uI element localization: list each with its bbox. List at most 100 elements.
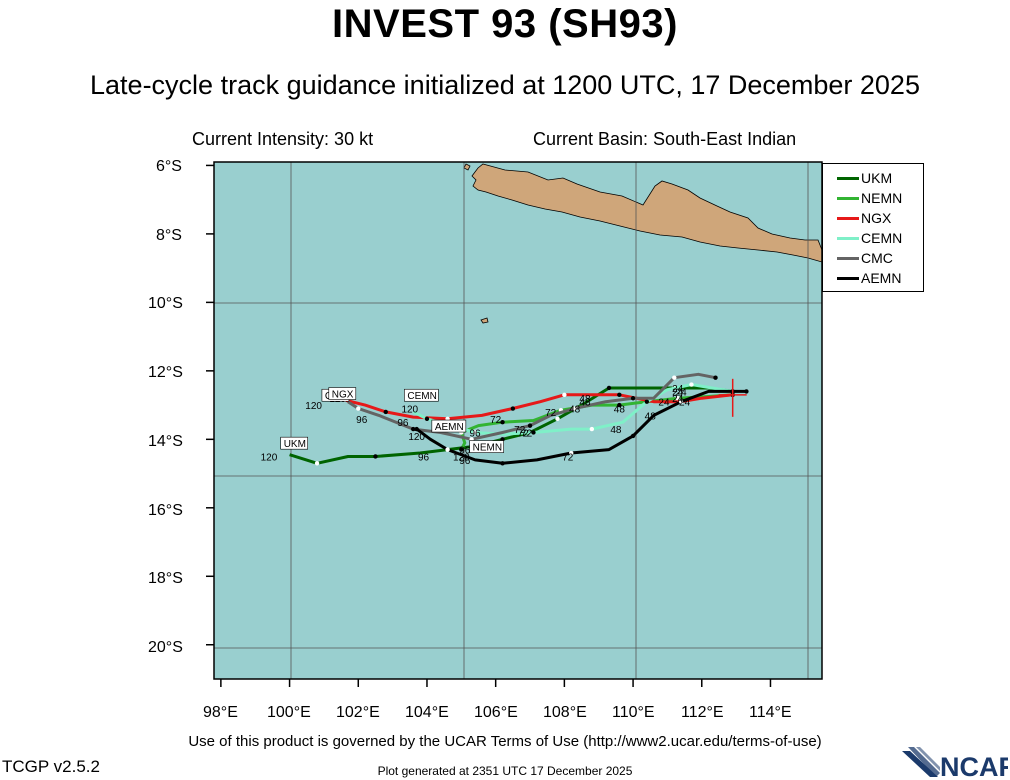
hour-label-ngx: 48	[579, 394, 591, 405]
lat-label-16s: 16°S	[148, 502, 183, 519]
hour-label-nemn: 72	[545, 408, 557, 419]
hour-label-cemn: 48	[610, 425, 622, 436]
track-point-nemn	[500, 420, 505, 425]
legend-swatch	[837, 276, 859, 280]
lat-label-14s: 14°S	[148, 433, 183, 450]
terms-of-use: Use of this product is governed by the U…	[188, 733, 822, 750]
hour-label-aemn: 72	[562, 452, 574, 463]
track-point-cmc	[411, 426, 416, 432]
track-point-cemn	[424, 416, 430, 421]
track-point-cmc	[672, 375, 677, 380]
version-label: TCGP v2.5.2	[2, 757, 100, 776]
hour-label-nemn: 24	[679, 398, 691, 409]
legend: UKM NEMN NGX CEMN CMC AEMN	[822, 163, 924, 292]
legend-item-cmc: CMC	[837, 249, 893, 267]
track-ngx	[344, 393, 733, 421]
track-point-cemn	[644, 399, 650, 404]
track-point-ngx	[562, 392, 567, 398]
legend-swatch	[837, 176, 859, 180]
current-basin: Current Basin: South-East Indian	[533, 129, 797, 149]
lon-label-110e: 110°E	[612, 704, 655, 721]
track-point-nemn	[617, 402, 622, 408]
lon-label-114e: 114°E	[749, 704, 792, 721]
track-point-aemn	[744, 389, 749, 394]
lat-label-20s: 20°S	[148, 639, 183, 656]
hour-label-cemn: 96	[469, 428, 481, 439]
end-label-cemn: CEMN	[407, 391, 436, 402]
track-point-cmc	[527, 423, 533, 428]
track-cmc	[347, 372, 716, 441]
lon-label-98e: 98°E	[203, 704, 238, 721]
legend-label: NGX	[861, 210, 892, 226]
track-point-nemn	[459, 447, 464, 452]
hour-label-cemn: 120	[401, 405, 418, 416]
lon-label-112e: 112°E	[681, 704, 724, 721]
legend-item-cemn: CEMN	[837, 229, 902, 247]
lat-label-12s: 12°S	[148, 364, 183, 381]
lon-label-108e: 108°E	[543, 704, 587, 721]
axis-ticks	[206, 164, 772, 687]
track-point-ngx	[383, 409, 388, 415]
end-label-ukm: UKM	[284, 439, 306, 450]
track-point-cmc	[356, 406, 361, 411]
track-point-ukm	[314, 461, 320, 466]
islet	[463, 163, 471, 171]
track-end-labels: UKMCMCNGXCEMNAEMNNEMN	[280, 387, 504, 454]
hour-label-cemn: 72	[518, 428, 530, 439]
track-point-cmc	[630, 396, 636, 401]
lat-label-10s: 10°S	[148, 295, 183, 312]
track-point-cemn	[472, 430, 478, 435]
hour-label-aemn: 120	[408, 432, 425, 443]
track-point-ngx	[510, 406, 516, 411]
hour-label-nemn: 120	[453, 452, 470, 463]
end-label-box	[469, 440, 504, 453]
legend-item-nemn: NEMN	[837, 189, 902, 207]
hour-label-ukm: 72	[521, 428, 533, 439]
hour-label-aemn: 96	[459, 456, 471, 467]
hour-label-ukm: 96	[418, 452, 430, 463]
legend-label: CEMN	[861, 230, 903, 246]
hour-label-ngx: 96	[397, 418, 409, 429]
end-label-box	[280, 436, 309, 450]
legend-label: AEMN	[861, 270, 902, 286]
end-label-nemn: NEMN	[473, 443, 502, 454]
hour-label-ngx: 24	[672, 394, 684, 405]
hour-label-cemn: 24	[676, 387, 688, 398]
lat-label-18s: 18°S	[148, 570, 183, 587]
legend-item-ukm: UKM	[837, 169, 892, 187]
track-point-ukm	[373, 454, 378, 459]
legend-item-aemn: AEMN	[837, 269, 901, 287]
track-point-cmc	[572, 406, 577, 411]
legend-item-ngx: NGX	[837, 209, 891, 227]
hour-label-ukm: 120	[261, 452, 278, 463]
track-point-aemn	[630, 433, 636, 439]
track-point-cemn	[589, 426, 595, 432]
hour-label-aemn: 48	[645, 411, 657, 422]
track-point-cemn	[531, 430, 536, 435]
legend-label: CMC	[861, 250, 893, 266]
track-point-cemn	[689, 382, 694, 387]
hour-label-cmc: 48	[569, 405, 581, 416]
legend-swatch	[837, 216, 859, 220]
end-label-box	[431, 419, 467, 433]
track-ukm	[289, 386, 733, 465]
lat-label-8s: 8°S	[156, 227, 182, 244]
legend-label: NEMN	[861, 190, 903, 206]
hour-label-ngx: 72	[490, 415, 502, 426]
track-point-cmc	[713, 375, 718, 380]
track-point-ngx	[617, 392, 622, 398]
generated-timestamp: Plot generated at 2351 UTC 17 December 2…	[377, 764, 633, 778]
track-point-aemn	[569, 450, 574, 456]
hour-label-ukm: 24	[672, 387, 684, 398]
current-position-marker	[718, 378, 747, 417]
track-point-aemn	[678, 399, 684, 404]
track-point-aemn	[500, 461, 505, 466]
logo-text: NCAR	[940, 752, 1008, 779]
lon-label-106e: 106°E	[474, 704, 518, 721]
chart-title: INVEST 93 (SH93)	[332, 2, 678, 46]
hour-label-cmc: 24	[672, 384, 684, 395]
legend-swatch	[837, 196, 859, 200]
plot-frame	[213, 161, 823, 680]
lon-label-102e: 102°E	[336, 704, 380, 721]
